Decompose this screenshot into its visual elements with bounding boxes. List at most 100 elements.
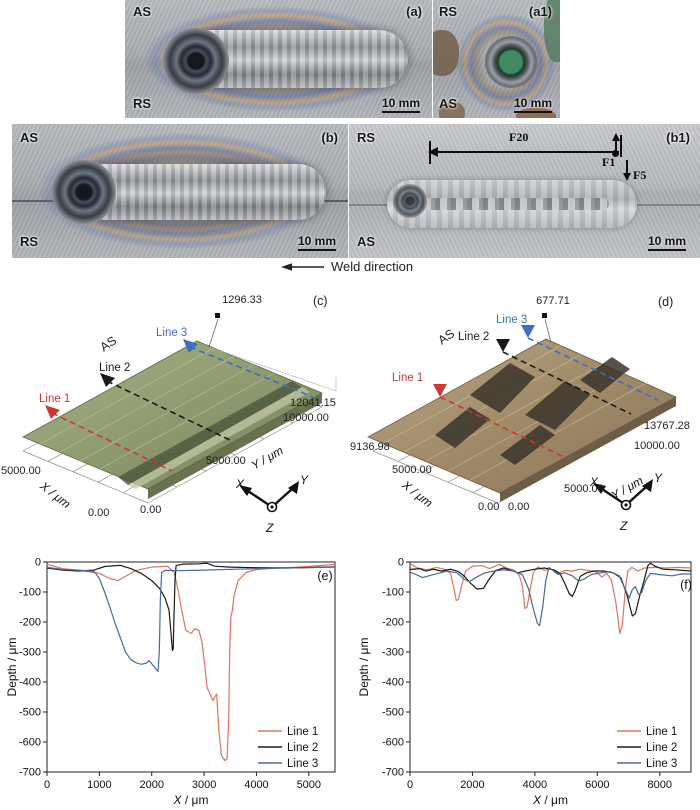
y-tick-label: -400 <box>382 677 404 689</box>
x-tick-0: 0.00 <box>478 501 500 513</box>
x-tick-5000: 5000.00 <box>1 465 41 477</box>
force-label-f1: F1 <box>602 155 616 169</box>
y-tick-label: -600 <box>382 737 404 749</box>
y-tick-label: -100 <box>19 587 41 599</box>
weld-direction-label: Weld direction <box>331 259 414 274</box>
section-lines <box>439 337 659 460</box>
x-tick-label: 8000 <box>648 779 672 791</box>
x-tick-label: 0 <box>44 779 50 791</box>
zmax-value: 677.71 <box>536 295 570 307</box>
y-tick-max: 12041.15 <box>290 397 336 409</box>
y-tick-label: -300 <box>382 647 404 659</box>
surface-patch <box>516 108 556 118</box>
axis-ticks: 0 1000 2000 3000 4000 5000 0 -100 -200 -300 -400 -5… <box>19 557 321 792</box>
groove-trench <box>118 381 302 485</box>
y-tick-label: -600 <box>19 737 41 749</box>
line2-arrowhead <box>496 339 510 352</box>
line2-label: Line 2 <box>458 331 490 343</box>
side-label-rs: RS <box>133 96 152 111</box>
f1-up-arrowhead <box>612 133 620 141</box>
x-tick-label: 5000 <box>297 779 321 791</box>
compass-z-label: Z <box>620 519 628 533</box>
side-label-rs: RS <box>439 4 458 19</box>
line1-arrowhead <box>45 405 60 419</box>
legend: Line 1 Line 2 Line 3 <box>617 726 677 770</box>
dark-patches <box>435 357 630 465</box>
legend-label: Line 2 <box>646 742 677 754</box>
surface-plot-c: 1296.33 (c) AS Line 3 Line 2 Line 1 1204… <box>0 285 350 540</box>
depth-profile-chart-e: 0 1000 2000 3000 4000 5000 0 -100 -200 -300 -400 -5… <box>5 557 336 807</box>
dimension-tick-right <box>620 135 622 157</box>
y-tick-label: 0 <box>398 557 404 569</box>
x-tick-5000: 5000.00 <box>392 464 432 476</box>
tool-exit-hole <box>163 28 229 94</box>
tool-exit-hole <box>393 184 427 218</box>
panel-tag-a1: (a1) <box>528 4 552 19</box>
f1-marker-dot <box>612 150 619 157</box>
panel-tag-b: (b) <box>321 130 338 145</box>
panel-tag-c: (c) <box>313 294 328 308</box>
zmax-marker <box>542 313 547 318</box>
tool-exit-hole <box>52 160 116 224</box>
y-tick-5000: 5000.00 <box>206 455 246 467</box>
side-label-rs: RS <box>20 234 39 249</box>
tool-hole-green <box>485 36 537 88</box>
x-tick-label: 4000 <box>244 779 268 791</box>
y-tick-max: 13767.28 <box>644 420 690 432</box>
x-tick-label: 3000 <box>192 779 216 791</box>
photo-panel-b: AS RS (b) 10 mm <box>12 124 348 258</box>
legend-label: Line 3 <box>646 758 677 770</box>
y-axis-label: Depth / μm <box>5 638 19 697</box>
side-label-as: AS <box>357 234 376 249</box>
dimension-line <box>437 151 619 153</box>
panel-tag: (f) <box>680 578 692 592</box>
x-tick-label: 2000 <box>460 779 484 791</box>
x-tick-label: 4000 <box>523 779 547 791</box>
y-tick-label: -300 <box>19 647 41 659</box>
compass-y-label: Y <box>654 471 663 485</box>
line2-label: Line 2 <box>99 362 131 374</box>
legend-label: Line 1 <box>287 726 318 738</box>
y-tick-0: 0.00 <box>508 501 530 513</box>
weld-direction-annotation: Weld direction <box>281 259 413 274</box>
x-tick-label: 2000 <box>139 779 163 791</box>
panel-tag-d: (d) <box>658 295 674 309</box>
weld-bead <box>76 164 326 220</box>
y-tick-label: -500 <box>19 707 41 719</box>
legend-label: Line 2 <box>287 742 318 754</box>
force-label-f5: F5 <box>633 168 647 182</box>
y-tick-5000: 5000.00 <box>564 483 604 495</box>
left-arrowhead <box>428 146 438 157</box>
series-line-3 <box>46 566 336 673</box>
panel-tag-a: (a) <box>406 4 422 19</box>
plot-frame <box>409 561 692 773</box>
compass-y-label: Y <box>300 473 309 487</box>
y-tick-label: -200 <box>19 617 41 629</box>
x-tick-max: 9136.98 <box>350 441 390 453</box>
series-line-3 <box>409 566 691 627</box>
legend: Line 1 Line 2 Line 3 <box>258 726 318 770</box>
compass-x-label: X <box>236 477 245 491</box>
f5-arrow-shaft <box>626 160 628 174</box>
axis-compass <box>239 481 299 513</box>
force-label-f20: F20 <box>509 130 529 144</box>
legend-label: Line 3 <box>287 758 318 770</box>
line1-label: Line 1 <box>392 372 424 384</box>
box-wireframe <box>208 346 337 392</box>
scale-bar-b: 10 mm <box>297 234 336 251</box>
weld-flash-speckle <box>419 198 609 210</box>
panel-tag: (e) <box>317 569 332 583</box>
photo-panel-b1: F20 F1 F5 RS AS (b1) 10 mm <box>349 124 700 258</box>
series-line-1 <box>46 563 336 762</box>
series-line-2 <box>409 562 692 617</box>
section-lines <box>51 346 314 472</box>
panel-tag-b1: (b1) <box>666 130 690 145</box>
y-tick-label: -700 <box>19 767 41 779</box>
side-label-as: AS <box>133 4 152 19</box>
y-tick-10000: 10000.00 <box>283 412 329 424</box>
zmax-spike <box>208 318 219 348</box>
line3-label: Line 3 <box>496 314 528 326</box>
depth-profile-chart-f: 0 2000 4000 6000 8000 0 -100 -200 -300 -400 -500 -6… <box>357 557 692 808</box>
line3-arrowhead <box>521 325 535 338</box>
